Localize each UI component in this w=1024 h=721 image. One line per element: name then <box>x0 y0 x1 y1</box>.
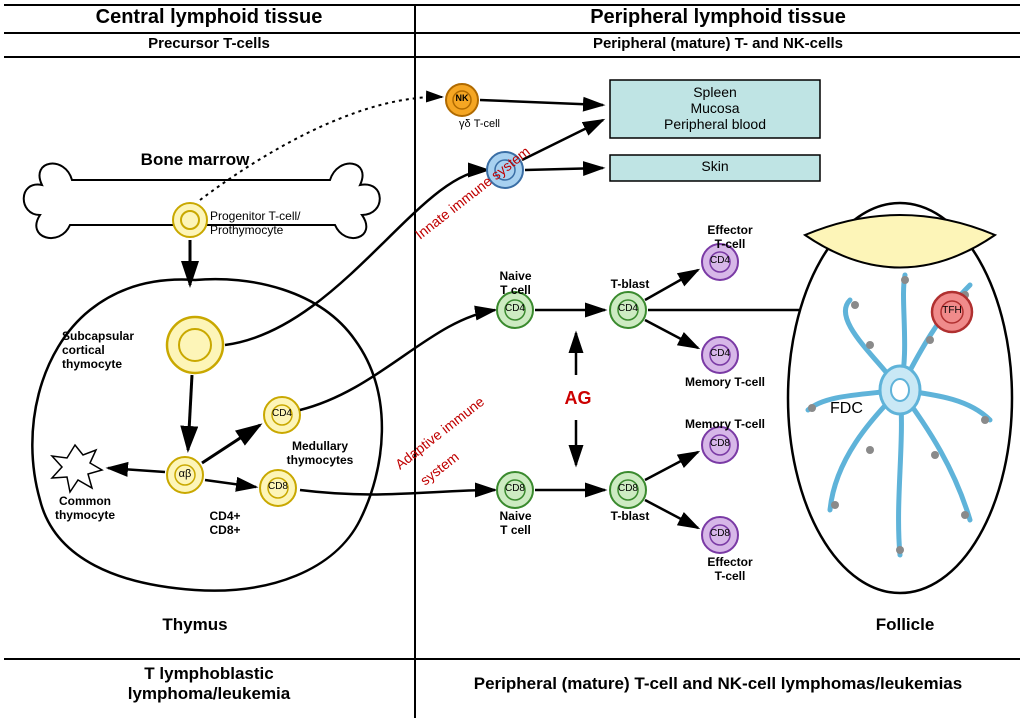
tblast-cd4-text: CD4 <box>616 303 640 315</box>
memory-cd8-label: Memory T-cell <box>675 418 775 432</box>
nk-text: NK <box>453 93 471 103</box>
tblast-cd4-label: T-blast <box>605 278 655 292</box>
progenitor-label: Progenitor T-cell/ Prothymocyte <box>210 210 340 238</box>
ag-label: AG <box>558 388 598 409</box>
ab-text: αβ <box>173 468 197 481</box>
naive-cd8-label: Naive T cell <box>488 510 543 538</box>
mem-cd8-text: CD8 <box>708 438 732 450</box>
effector-cd8-label: Effector T-cell <box>695 556 765 584</box>
memory-cd4-label: Memory T-cell <box>675 376 775 390</box>
subcapsular-cell <box>167 317 223 373</box>
common-label: Common thymocyte <box>40 495 130 523</box>
fdc-label: FDC <box>830 400 890 418</box>
effector-cd4-label: Effector T-cell <box>695 224 765 252</box>
innate-label: Innate immune system <box>412 143 533 242</box>
cd4-thy-text: CD4 <box>270 408 294 420</box>
bone-marrow-label: Bone marrow <box>115 150 275 170</box>
skin-text: Skin <box>610 158 820 174</box>
mem-cd4-text: CD4 <box>708 348 732 360</box>
diagram-stage: Central lymphoid tissue Peripheral lymph… <box>0 0 1024 721</box>
spleen-text: Spleen Mucosa Peripheral blood <box>610 84 820 132</box>
subcapsular-label: Subcapsular cortical thymocyte <box>62 330 162 371</box>
arrow-gd-skin <box>525 168 603 170</box>
eff-cd8-text: CD8 <box>708 528 732 540</box>
progenitor-cell <box>173 203 207 237</box>
naive-cd4-text: CD4 <box>503 303 527 315</box>
arrow-tblast-memory-cd8 <box>645 452 698 480</box>
tblast-cd8-label: T-blast <box>605 510 655 524</box>
thymus-label: Thymus <box>145 615 245 635</box>
tblast-cd8-text: CD8 <box>616 483 640 495</box>
cd8-thy-text: CD8 <box>266 481 290 493</box>
naive-cd8-text: CD8 <box>503 483 527 495</box>
medullary-label: Medullary thymocytes <box>270 440 370 468</box>
arrow-gd-spleen <box>522 120 603 160</box>
arrow-tblast-memory-cd4 <box>645 320 698 348</box>
follicle-label: Follicle <box>855 615 955 635</box>
gd-label: γδ T-cell <box>445 118 500 131</box>
arrow-nk-spleen <box>480 100 603 105</box>
tfh-text: TFH <box>939 305 965 317</box>
cd4cd8-label: CD4+ CD8+ <box>195 510 255 538</box>
eff-cd4-text: CD4 <box>708 255 732 267</box>
naive-cd4-label: Naive T cell <box>488 270 543 298</box>
